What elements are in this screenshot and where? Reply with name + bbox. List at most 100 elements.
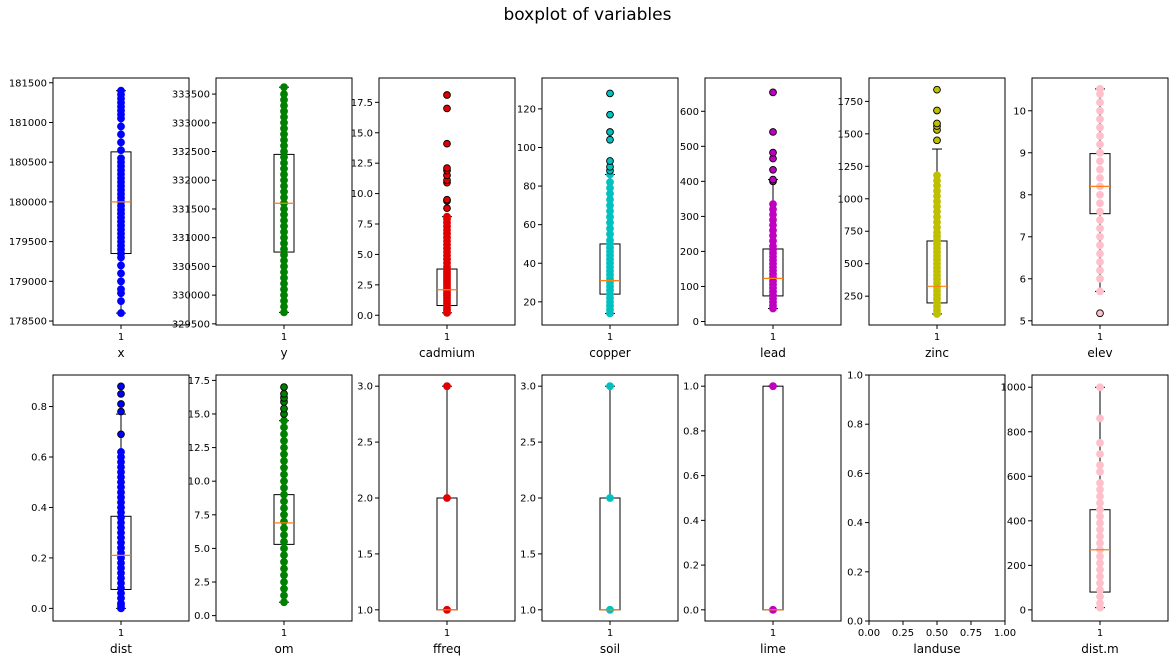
x-tick-label: 1 bbox=[281, 332, 287, 343]
data-point bbox=[280, 544, 288, 553]
subplot-ffreq: 1.0 1.5 2.0 2.5 3.0 1 ffreq bbox=[357, 374, 516, 656]
y-tick-label: 331000 bbox=[172, 233, 210, 244]
y-tick-label: 5 bbox=[1020, 316, 1026, 327]
y-tick-label: 0.4 bbox=[31, 503, 47, 514]
subplot-copper: 20 40 60 80 100 120 1 copper bbox=[517, 77, 679, 360]
subplot-cadmium: 0.0 2.5 5.0 7.5 10.0 12.5 15.0 17.5 1 cadmium bbox=[351, 77, 516, 360]
data-point bbox=[280, 578, 288, 586]
data-point bbox=[443, 382, 451, 391]
y-tick-label: 1.0 bbox=[357, 605, 373, 616]
y-tick-label: 15.0 bbox=[188, 409, 210, 420]
y-tick-label: 329500 bbox=[172, 319, 210, 330]
x-tick-label: 1 bbox=[281, 628, 287, 639]
data-point bbox=[117, 277, 125, 286]
y-tick-label: 60 bbox=[523, 220, 536, 231]
x-axis-label: lead bbox=[760, 346, 786, 360]
data-point bbox=[769, 382, 777, 391]
y-tick-label: 5.0 bbox=[357, 250, 373, 261]
data-point bbox=[1096, 249, 1104, 258]
y-tick-label: 0.4 bbox=[847, 518, 863, 529]
y-tick-label: 300 bbox=[680, 212, 699, 223]
data-point bbox=[1096, 115, 1104, 124]
y-tick-label: 120 bbox=[517, 104, 536, 115]
y-tick-label: 500 bbox=[844, 259, 863, 270]
x-tick-label: 0.75 bbox=[960, 628, 982, 639]
y-tick-label: 1500 bbox=[838, 129, 863, 140]
y-tick-label: 333000 bbox=[172, 118, 210, 129]
data-point bbox=[1096, 579, 1104, 588]
data-point bbox=[1096, 274, 1104, 283]
outlier-point bbox=[769, 128, 777, 136]
data-point bbox=[280, 591, 288, 600]
data-point bbox=[1096, 599, 1104, 608]
data-point bbox=[280, 551, 288, 560]
outlier-point bbox=[769, 148, 777, 157]
data-point bbox=[1096, 479, 1104, 487]
outlier-point bbox=[606, 89, 614, 98]
y-tick-label: 80 bbox=[523, 182, 536, 193]
data-point bbox=[1096, 461, 1104, 470]
y-tick-label: 0.0 bbox=[31, 604, 47, 615]
figure-title: boxplot of variables bbox=[503, 5, 672, 25]
subplot-om: 0.0 2.5 5.0 7.5 10.0 12.5 15.0 17.5 1 om bbox=[188, 374, 353, 656]
outlier-point bbox=[933, 119, 941, 128]
y-tick-label: 2.5 bbox=[357, 280, 373, 291]
data-point bbox=[1096, 199, 1104, 208]
data-point bbox=[1096, 224, 1104, 233]
outlier-point bbox=[443, 139, 451, 148]
x-axis-label: lime bbox=[760, 642, 786, 656]
x-tick-label: 1 bbox=[770, 332, 776, 343]
outlier-point bbox=[443, 195, 451, 204]
iqr-box bbox=[599, 497, 621, 611]
y-tick-label: 17.5 bbox=[188, 376, 210, 387]
y-tick-label: 0.0 bbox=[847, 617, 863, 628]
data-point bbox=[1096, 525, 1104, 534]
subplot-landuse: 0.0 0.2 0.4 0.6 0.8 1.0 0.00 0.25 0.50 0.75 1.00 la… bbox=[847, 371, 1016, 657]
data-point bbox=[1096, 98, 1104, 107]
y-tick-label: 100 bbox=[680, 282, 699, 293]
data-point bbox=[1096, 539, 1104, 547]
x-axis-label: dist bbox=[110, 642, 132, 656]
data-point bbox=[280, 557, 288, 566]
subplot-zinc: 250 500 750 1000 1250 1500 1750 1 zinc bbox=[838, 77, 1006, 360]
y-tick-label: 12.5 bbox=[351, 159, 373, 170]
outlier-point bbox=[769, 175, 777, 184]
data-point bbox=[933, 171, 941, 180]
subplot-lime: 0.0 0.2 0.4 0.6 0.8 1.0 1 lime bbox=[683, 374, 842, 656]
data-point bbox=[606, 494, 614, 502]
y-tick-label: 6 bbox=[1020, 274, 1026, 285]
y-tick-label: 1.0 bbox=[520, 605, 536, 616]
y-tick-label: 0.0 bbox=[357, 311, 373, 322]
subplot-lead: 0 100 200 300 400 500 600 1 lead bbox=[680, 77, 842, 360]
data-point bbox=[280, 531, 288, 539]
x-tick-label: 1 bbox=[444, 628, 450, 639]
y-tick-label: 40 bbox=[523, 259, 536, 270]
x-tick-label: 1 bbox=[607, 628, 613, 639]
y-tick-label: 0.6 bbox=[847, 469, 863, 480]
data-point bbox=[443, 212, 451, 221]
data-point bbox=[117, 138, 125, 147]
y-tick-label: 333500 bbox=[172, 90, 210, 101]
data-point bbox=[1096, 207, 1104, 216]
data-point bbox=[1096, 266, 1104, 275]
y-tick-label: 180500 bbox=[9, 158, 47, 169]
outlier-point bbox=[443, 91, 451, 99]
y-tick-label: 0.0 bbox=[683, 605, 699, 616]
x-axis-label: ffreq bbox=[433, 642, 461, 656]
y-tick-label: 12.5 bbox=[188, 443, 210, 454]
y-tick-label: 0 bbox=[1020, 605, 1026, 616]
y-tick-label: 0.8 bbox=[683, 426, 699, 437]
y-tick-label: 500 bbox=[680, 142, 699, 153]
outlier-point bbox=[933, 106, 941, 115]
y-tick-label: 8 bbox=[1020, 190, 1026, 201]
y-tick-label: 600 bbox=[1007, 472, 1026, 483]
y-tick-label: 0 bbox=[693, 317, 699, 328]
data-point bbox=[1096, 232, 1104, 241]
data-point bbox=[1096, 148, 1104, 157]
y-tick-label: 1.0 bbox=[847, 371, 863, 382]
data-point bbox=[280, 436, 288, 445]
data-point bbox=[280, 463, 288, 472]
data-point bbox=[280, 524, 288, 533]
data-point bbox=[1096, 499, 1104, 507]
